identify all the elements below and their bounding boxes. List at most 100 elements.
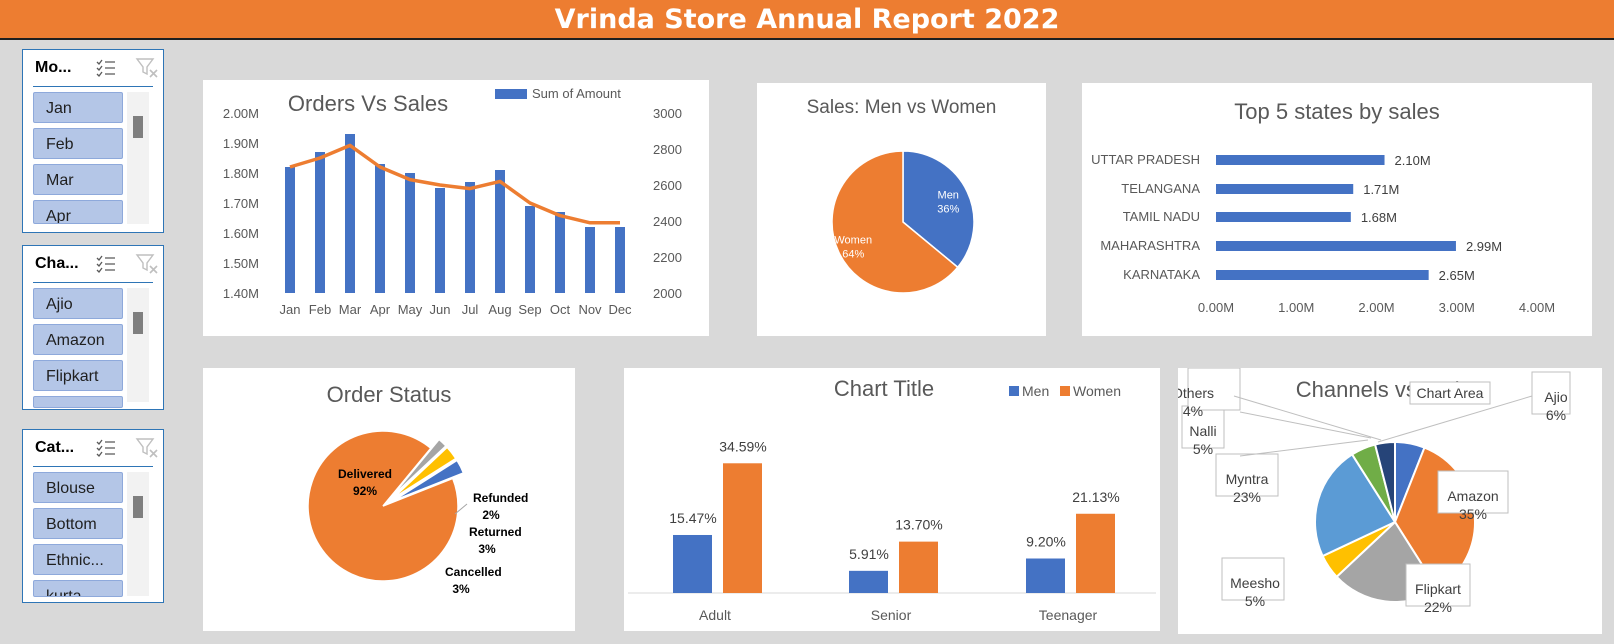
leader-line bbox=[1377, 395, 1533, 443]
slice-label: Returned bbox=[469, 525, 522, 539]
x-tick-label: 0.00M bbox=[1198, 300, 1234, 315]
pie-slice-refunded bbox=[390, 438, 447, 498]
slice-label: Delivered bbox=[338, 467, 392, 481]
bar bbox=[405, 173, 415, 293]
men-vs-women-chart[interactable]: Sales: Men vs Women Men 36% Women 64% bbox=[757, 83, 1046, 336]
bar bbox=[585, 227, 595, 293]
bar bbox=[1216, 270, 1429, 280]
slice-pct: 92% bbox=[353, 484, 377, 498]
category-label: TELANGANA bbox=[1121, 181, 1200, 196]
order-status-pie: Delivered 92% Refunded 2% Returned 3% Cancelle… bbox=[307, 430, 528, 596]
y2-tick-label: 2400 bbox=[653, 214, 682, 229]
data-label: 2.10M bbox=[1395, 153, 1431, 168]
slicer-scrollbar[interactable] bbox=[127, 472, 149, 596]
channel-slicer[interactable]: Cha... Ajio Amazon Flipkart bbox=[22, 245, 164, 410]
slicer-item-ethnic[interactable]: Ethnic... bbox=[33, 544, 123, 575]
data-label: 2.65M bbox=[1439, 268, 1475, 283]
month-slicer[interactable]: Mo... Jan Feb Mar Apr bbox=[22, 49, 164, 233]
orders-vs-sales-plot: Orders Vs Sales Sum of Amount 2.00M 1.90M 1.… bbox=[223, 86, 682, 317]
slicer-header: Cat... bbox=[33, 430, 158, 467]
category-label: MAHARASHTRA bbox=[1100, 238, 1200, 253]
multi-select-icon[interactable] bbox=[95, 58, 117, 78]
x-tick-label: 2.00M bbox=[1358, 300, 1394, 315]
slice-pct: 36% bbox=[937, 204, 959, 216]
y-tick-label: 1.70M bbox=[223, 196, 259, 211]
channels-chart[interactable]: Channels vs Orders Ajio 6% Amazon 35% Flipkar… bbox=[1172, 367, 1602, 634]
slicer-item-jan[interactable]: Jan bbox=[33, 92, 123, 123]
slice-pct: 3% bbox=[478, 542, 496, 556]
bar bbox=[555, 212, 565, 293]
category-label: KARNATAKA bbox=[1123, 267, 1200, 282]
y2-tick-label: 2600 bbox=[653, 178, 682, 193]
slicer-item-kurta[interactable]: kurta bbox=[33, 580, 123, 597]
callout-pct: 35% bbox=[1459, 506, 1487, 522]
bar bbox=[615, 227, 625, 293]
bar-women bbox=[899, 541, 938, 593]
callout-pct: 5% bbox=[1193, 441, 1213, 457]
multi-select-icon[interactable] bbox=[95, 438, 117, 458]
legend-swatch bbox=[1060, 386, 1070, 396]
slicer-item-apr[interactable]: Apr bbox=[33, 200, 123, 224]
pie-slice-returned bbox=[391, 446, 457, 500]
callout-label: Flipkart bbox=[1415, 581, 1461, 597]
x-tick-label: Jun bbox=[430, 302, 451, 317]
slicer-item-bottom[interactable]: Bottom bbox=[33, 508, 123, 539]
x-tick-label: Aug bbox=[488, 302, 511, 317]
callout-pct: 6% bbox=[1546, 407, 1566, 423]
clear-filter-icon[interactable] bbox=[135, 253, 159, 275]
age-gender-chart[interactable]: Chart Title Men Women 15.47% 34.59% Adult 5.91… bbox=[624, 368, 1160, 631]
channels-pie: Channels vs Orders Ajio6%Amazon35%Flipkar… bbox=[1172, 367, 1571, 615]
slicer-items: Ajio Amazon Flipkart bbox=[33, 288, 123, 409]
callout-pct: 4% bbox=[1183, 403, 1203, 419]
y-tick-label: 1.90M bbox=[223, 136, 259, 151]
multi-select-icon[interactable] bbox=[95, 254, 117, 274]
clear-filter-icon[interactable] bbox=[135, 57, 159, 79]
slicer-item-amazon[interactable]: Amazon bbox=[33, 324, 123, 355]
slicer-items: Blouse Bottom Ethnic... kurta bbox=[33, 472, 123, 602]
legend-label: Men bbox=[1022, 383, 1049, 399]
callout-box bbox=[1531, 371, 1571, 415]
category-slicer[interactable]: Cat... Blouse Bottom Ethnic... kurta bbox=[22, 429, 164, 603]
orders-vs-sales-chart[interactable]: Orders Vs Sales Sum of Amount 2.00M 1.90M 1.… bbox=[203, 80, 709, 336]
callout-label: Others bbox=[1178, 385, 1214, 401]
bar bbox=[435, 188, 445, 293]
pie-slice-men bbox=[902, 150, 975, 269]
callout-box bbox=[1405, 563, 1471, 607]
scrollbar-thumb[interactable] bbox=[133, 312, 143, 334]
data-label: 15.47% bbox=[669, 510, 716, 526]
top-states-chart[interactable]: Top 5 states by sales UTTAR PRADESH 2.10M… bbox=[1082, 83, 1592, 336]
tooltip-box bbox=[1409, 381, 1491, 405]
pie-slice-myntra bbox=[1314, 453, 1397, 558]
y2-tick-label: 2200 bbox=[653, 250, 682, 265]
callout-box bbox=[1187, 367, 1241, 411]
y-tick-label: 1.40M bbox=[223, 286, 259, 301]
callout-pct: 23% bbox=[1233, 489, 1261, 505]
bar bbox=[1216, 155, 1385, 165]
legend-swatch bbox=[1009, 386, 1019, 396]
data-label: 2.99M bbox=[1466, 239, 1502, 254]
chart-title: Sales: Men vs Women bbox=[806, 97, 997, 118]
scrollbar-thumb[interactable] bbox=[133, 116, 143, 138]
callout-box bbox=[1437, 470, 1509, 514]
data-label: 21.13% bbox=[1072, 489, 1119, 505]
slicer-item-partial[interactable] bbox=[33, 396, 123, 408]
slicer-item-blouse[interactable]: Blouse bbox=[33, 472, 123, 503]
x-tick-label: Nov bbox=[578, 302, 602, 317]
clear-filter-icon[interactable] bbox=[135, 437, 159, 459]
x-tick-label: 3.00M bbox=[1439, 300, 1475, 315]
scrollbar-thumb[interactable] bbox=[133, 496, 143, 518]
slicer-item-mar[interactable]: Mar bbox=[33, 164, 123, 195]
slicer-item-flipkart[interactable]: Flipkart bbox=[33, 360, 123, 391]
order-status-chart[interactable]: Order Status Delivered 92% Refunded 2% Retur… bbox=[203, 368, 575, 631]
slicer-item-ajio[interactable]: Ajio bbox=[33, 288, 123, 319]
y-tick-label: 1.50M bbox=[223, 256, 259, 271]
leader-line bbox=[1233, 395, 1382, 441]
x-tick-label: Feb bbox=[309, 302, 331, 317]
bar bbox=[345, 134, 355, 293]
slicer-scrollbar[interactable] bbox=[127, 92, 149, 224]
slicer-item-feb[interactable]: Feb bbox=[33, 128, 123, 159]
slicer-scrollbar[interactable] bbox=[127, 288, 149, 402]
legend-swatch bbox=[495, 89, 527, 99]
pie-slice-cancelled bbox=[393, 459, 465, 502]
y2-tick-label: 2800 bbox=[653, 142, 682, 157]
